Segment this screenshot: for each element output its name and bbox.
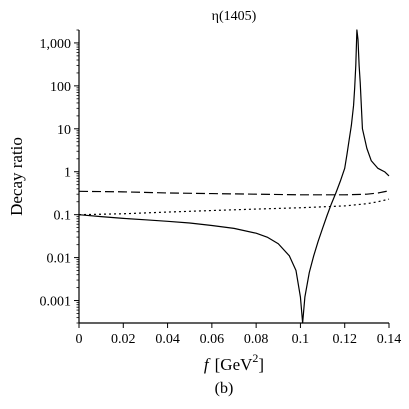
- x-tick-label: 0.02: [111, 332, 136, 347]
- series-line-dashed: [78, 190, 390, 196]
- x-tick-label: 0.1: [292, 332, 310, 347]
- y-tick-label: 1: [64, 166, 71, 181]
- chart-title: η(1405): [212, 9, 257, 24]
- x-axis-label: f [GeV2]: [204, 351, 264, 374]
- series-line-solid: [78, 29, 390, 324]
- x-tick-label: 0.06: [200, 332, 225, 347]
- y-axis-label: Decay ratio: [7, 137, 26, 216]
- x-axis-label-var: f: [204, 355, 211, 374]
- y-tick-label: 10: [57, 123, 71, 138]
- x-axis-label-unit: [GeV: [215, 355, 253, 374]
- y-tick-label: 0.01: [47, 252, 72, 267]
- x-tick-label: 0.14: [377, 332, 402, 347]
- x-tick-label: 0.04: [155, 332, 180, 347]
- x-axis-label-exp: 2: [252, 351, 258, 365]
- y-tick-label: 0.1: [54, 209, 72, 224]
- y-tick-label: 100: [50, 80, 71, 95]
- x-axis-label-close: ]: [258, 355, 264, 374]
- panel-label: (b): [215, 380, 234, 397]
- x-tick-label: 0.12: [332, 332, 357, 347]
- x-tick-label: 0: [76, 332, 83, 347]
- y-tick-label: 0.001: [40, 295, 72, 310]
- x-tick-label: 0.08: [244, 332, 269, 347]
- y-tick-label: 1,000: [40, 37, 72, 52]
- series-line-dotted: [78, 198, 390, 216]
